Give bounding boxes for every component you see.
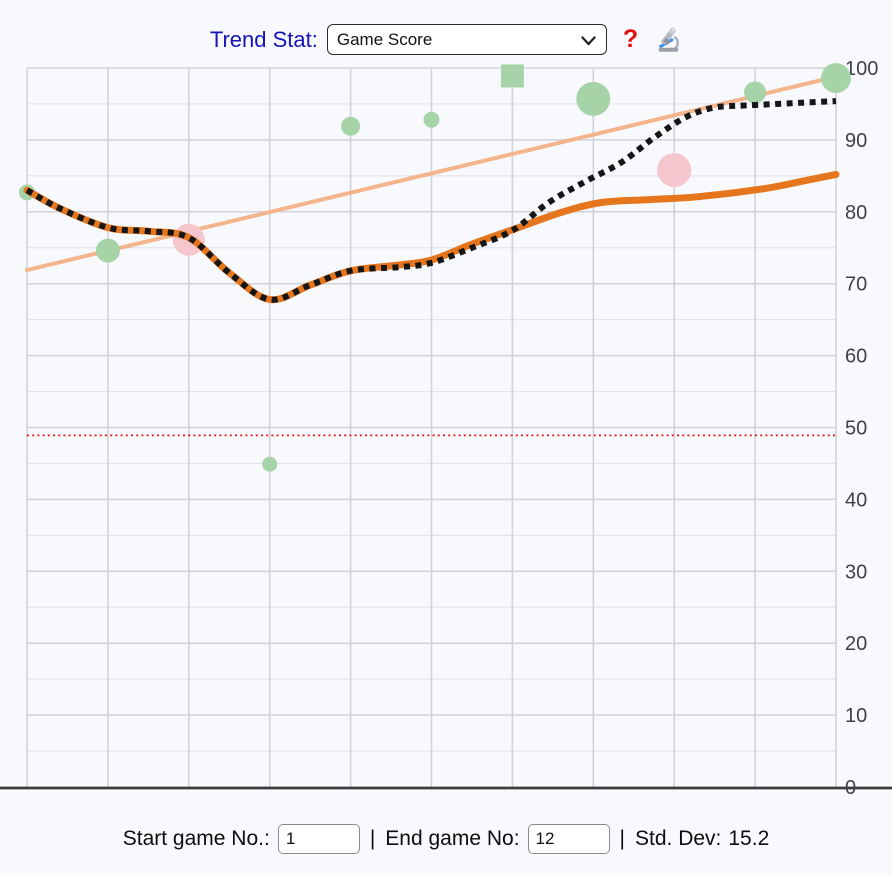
start-game-label: Start game No.: bbox=[122, 827, 270, 850]
microscope-icon bbox=[658, 27, 680, 52]
trend-stat-select-wrap: Game Score bbox=[326, 24, 607, 55]
trend-stat-label: Trend Stat: bbox=[209, 26, 318, 52]
microscope-button[interactable] bbox=[655, 26, 682, 53]
footer-controls: Start game No.: | End game No: | Std. De… bbox=[0, 824, 892, 854]
trend-stat-select[interactable]: Game Score bbox=[326, 24, 607, 55]
separator: | bbox=[369, 827, 376, 850]
y-tick-label: 10 bbox=[845, 705, 867, 727]
data-point bbox=[262, 456, 278, 472]
y-tick-label: 20 bbox=[845, 633, 867, 655]
dotted-score-line bbox=[25, 98, 837, 303]
y-tick-label: 100 bbox=[845, 58, 878, 80]
data-point bbox=[423, 111, 440, 128]
y-tick-label: 0 bbox=[845, 777, 856, 799]
y-tick-label: 60 bbox=[845, 346, 867, 368]
start-game-input[interactable] bbox=[277, 824, 360, 854]
y-tick-label: 80 bbox=[845, 202, 867, 224]
data-point bbox=[821, 63, 851, 94]
y-tick-label: 40 bbox=[845, 489, 867, 511]
data-point bbox=[341, 116, 361, 136]
separator: | bbox=[619, 827, 625, 850]
std-dev-label: Std. Dev: bbox=[635, 827, 722, 850]
y-tick-label: 30 bbox=[845, 561, 867, 583]
y-tick-label: 90 bbox=[845, 130, 867, 152]
data-point bbox=[95, 238, 120, 263]
trend-chart: 0 10 20 30 40 50 60 70 80 90 100 bbox=[0, 58, 892, 799]
data-point bbox=[744, 81, 767, 104]
grid bbox=[26, 67, 837, 787]
scatter-points bbox=[19, 63, 851, 472]
data-point bbox=[657, 153, 692, 188]
data-point-square bbox=[500, 64, 524, 88]
y-tick-label: 50 bbox=[845, 418, 867, 440]
help-button[interactable]: ? bbox=[622, 25, 639, 53]
y-axis-labels: 0 10 20 30 40 50 60 70 80 90 100 bbox=[845, 58, 878, 799]
data-point bbox=[576, 81, 611, 116]
trend-line bbox=[25, 74, 838, 273]
end-game-input[interactable] bbox=[527, 824, 610, 854]
std-dev-value: 15.2 bbox=[728, 827, 770, 850]
y-tick-label: 70 bbox=[845, 274, 867, 296]
end-game-label: End game No: bbox=[385, 827, 520, 850]
toolbar: Trend Stat: Game Score ? bbox=[0, 0, 892, 57]
